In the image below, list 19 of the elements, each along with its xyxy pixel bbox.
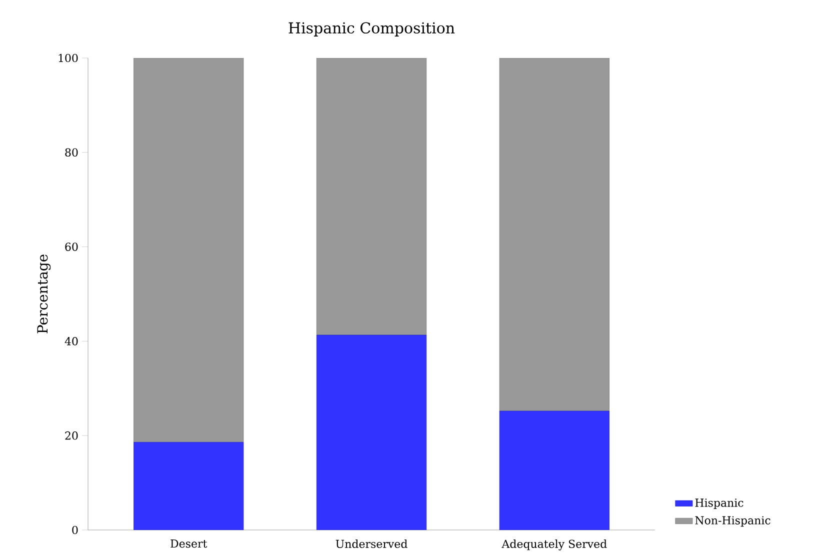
y-tick-label: 80: [65, 148, 78, 157]
x-tick-label: Desert: [170, 540, 208, 548]
y-tick-label: 0: [72, 526, 78, 534]
bar: [499, 410, 610, 530]
bar: [134, 58, 244, 442]
y-tick-label: 60: [65, 242, 78, 251]
bar: [499, 58, 610, 412]
y-tick-label: 100: [58, 54, 78, 62]
bar: [134, 442, 244, 530]
legend-label: Non-Hispanic: [695, 516, 770, 527]
legend-label: Hispanic: [695, 498, 744, 509]
y-axis-title: Percentage: [37, 254, 51, 334]
chart-title: Hispanic Composition: [288, 22, 455, 36]
y-tick-label: 40: [64, 337, 78, 346]
x-tick-label: Adequately Served: [502, 540, 607, 550]
bar: [316, 58, 427, 336]
bar: [316, 334, 427, 530]
y-tick-label: 20: [65, 431, 78, 440]
x-tick-label: Underserved: [336, 540, 408, 548]
